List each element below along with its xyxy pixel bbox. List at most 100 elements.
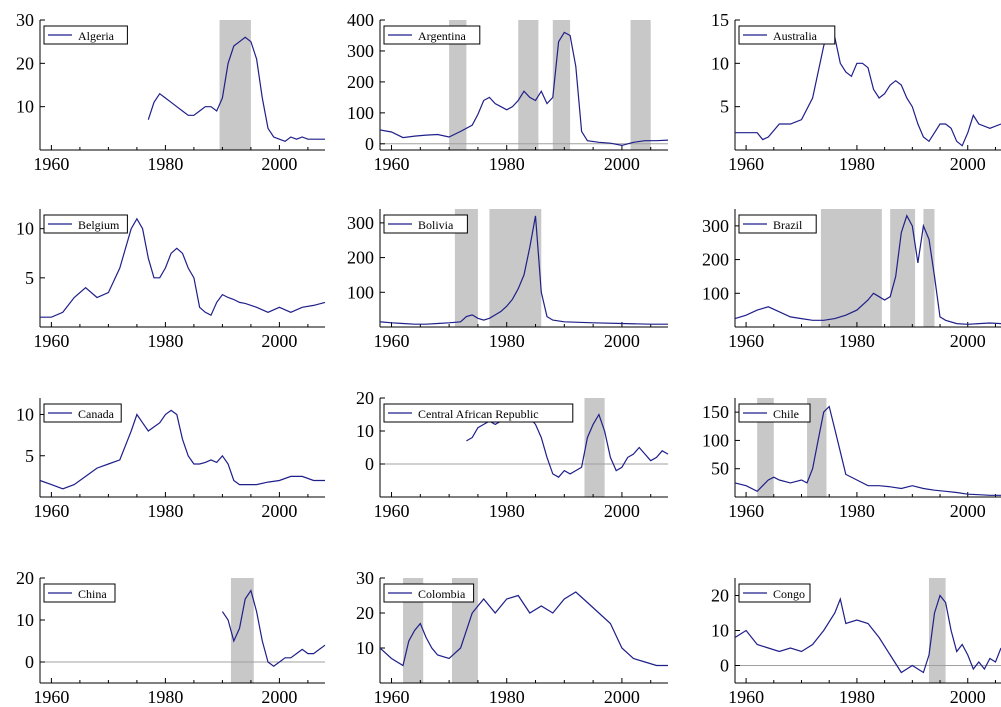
y-tick-label: 15 bbox=[711, 10, 729, 30]
x-tick-label: 1980 bbox=[839, 501, 875, 521]
legend-box bbox=[738, 403, 811, 423]
series-line bbox=[379, 591, 668, 667]
legend-label: Australia bbox=[773, 29, 818, 43]
series-line bbox=[221, 589, 326, 667]
legend-box bbox=[738, 25, 836, 45]
y-tick-label: 150 bbox=[702, 402, 729, 422]
y-tick-label: 200 bbox=[347, 248, 374, 268]
panel: 0 10 20 1960 1980 2000 Congo bbox=[711, 578, 1001, 707]
shaded-region bbox=[820, 209, 882, 327]
y-tick-label: 0 bbox=[365, 134, 374, 154]
x-tick-label: 2000 bbox=[604, 687, 640, 707]
series-line bbox=[379, 215, 668, 325]
legend-label: Argentina bbox=[418, 29, 466, 43]
legend-box bbox=[383, 403, 574, 423]
x-tick-label: 1980 bbox=[147, 154, 183, 174]
x-tick-label: 1980 bbox=[489, 687, 525, 707]
x-tick-label: 1960 bbox=[728, 154, 764, 174]
x-tick-label: 1960 bbox=[728, 501, 764, 521]
legend-label: Belgium bbox=[78, 218, 120, 232]
y-tick-label: 5 bbox=[720, 97, 729, 117]
panel: 0 10 20 1960 1980 2000 Central African Republi… bbox=[356, 388, 669, 521]
y-tick-label: 10 bbox=[711, 621, 729, 641]
x-tick-label: 1980 bbox=[489, 154, 525, 174]
y-tick-label: 100 bbox=[702, 283, 729, 303]
x-tick-label: 1980 bbox=[147, 331, 183, 351]
y-tick-label: 5 bbox=[25, 446, 34, 466]
series-line bbox=[147, 36, 325, 142]
shaded-region bbox=[449, 20, 467, 150]
panel: 10 20 30 1960 1980 2000 Algeria bbox=[16, 10, 325, 174]
x-tick-label: 2000 bbox=[261, 154, 297, 174]
legend-box bbox=[43, 25, 128, 45]
y-tick-label: 300 bbox=[702, 216, 729, 236]
x-tick-label: 2000 bbox=[261, 687, 297, 707]
shaded-region bbox=[403, 578, 424, 683]
series-line bbox=[40, 217, 326, 318]
x-tick-label: 1980 bbox=[839, 331, 875, 351]
x-tick-label: 1960 bbox=[33, 154, 69, 174]
y-tick-label: 400 bbox=[347, 10, 374, 30]
x-tick-label: 1980 bbox=[147, 687, 183, 707]
y-tick-label: 200 bbox=[702, 250, 729, 270]
y-tick-label: 300 bbox=[347, 213, 374, 233]
y-tick-label: 20 bbox=[16, 53, 34, 73]
panel: 5 10 15 1960 1980 2000 Australia bbox=[711, 10, 1001, 174]
x-tick-label: 1960 bbox=[33, 331, 69, 351]
x-tick-label: 2000 bbox=[604, 154, 640, 174]
panel: 0 10 20 1960 1980 2000 China bbox=[16, 568, 326, 707]
shaded-region bbox=[928, 578, 946, 683]
panel: 50 100 150 1960 1980 2000 Chile bbox=[702, 398, 1001, 521]
y-tick-label: 20 bbox=[711, 586, 729, 606]
series-line bbox=[734, 405, 1001, 496]
legend-box bbox=[383, 214, 468, 234]
legend-label: Bolivia bbox=[418, 218, 454, 232]
shaded-region bbox=[630, 20, 651, 150]
x-tick-label: 2000 bbox=[950, 154, 986, 174]
y-tick-label: 10 bbox=[711, 53, 729, 73]
y-tick-label: 100 bbox=[347, 282, 374, 302]
legend-label: Canada bbox=[78, 407, 115, 421]
x-tick-label: 1960 bbox=[374, 687, 410, 707]
y-tick-label: 0 bbox=[720, 656, 729, 676]
panel: 100 200 300 1960 1980 2000 Brazil bbox=[702, 209, 1001, 351]
y-tick-label: 10 bbox=[356, 421, 374, 441]
panel: 0 100 200 300 400 1960 1980 2000 Argentina bbox=[347, 10, 669, 174]
y-tick-label: 0 bbox=[365, 454, 374, 474]
y-tick-label: 20 bbox=[356, 388, 374, 408]
legend-label: Brazil bbox=[773, 218, 803, 232]
shaded-region bbox=[230, 578, 254, 683]
legend-box bbox=[43, 583, 116, 603]
panel: 10 20 30 1960 1980 2000 Colombia bbox=[356, 568, 668, 707]
x-tick-label: 1960 bbox=[33, 501, 69, 521]
x-tick-label: 2000 bbox=[950, 331, 986, 351]
y-tick-label: 30 bbox=[16, 10, 34, 30]
y-tick-label: 5 bbox=[25, 268, 34, 288]
y-tick-label: 100 bbox=[702, 430, 729, 450]
x-tick-label: 1960 bbox=[374, 331, 410, 351]
legend-box bbox=[43, 403, 122, 423]
panel: 5 10 1960 1980 2000 Belgium bbox=[16, 209, 326, 351]
legend-box bbox=[738, 214, 817, 234]
y-tick-label: 10 bbox=[16, 610, 34, 630]
series-line bbox=[734, 594, 1001, 674]
panel: 5 10 1960 1980 2000 Canada bbox=[16, 398, 325, 521]
legend-label: Algeria bbox=[78, 29, 115, 43]
legend-label: Congo bbox=[773, 587, 805, 601]
x-tick-label: 1980 bbox=[489, 501, 525, 521]
x-tick-label: 1960 bbox=[33, 687, 69, 707]
x-tick-label: 2000 bbox=[950, 501, 986, 521]
legend-box bbox=[738, 583, 811, 603]
y-tick-label: 10 bbox=[16, 97, 34, 117]
legend-label: Central African Republic bbox=[418, 407, 539, 421]
series-line bbox=[734, 214, 1001, 325]
x-tick-label: 2000 bbox=[604, 331, 640, 351]
y-tick-label: 10 bbox=[356, 638, 374, 658]
x-tick-label: 1980 bbox=[147, 501, 183, 521]
x-tick-label: 2000 bbox=[261, 331, 297, 351]
x-tick-label: 1960 bbox=[374, 154, 410, 174]
legend-label: Chile bbox=[773, 407, 799, 421]
y-tick-label: 0 bbox=[25, 652, 34, 672]
y-tick-label: 300 bbox=[347, 41, 374, 61]
